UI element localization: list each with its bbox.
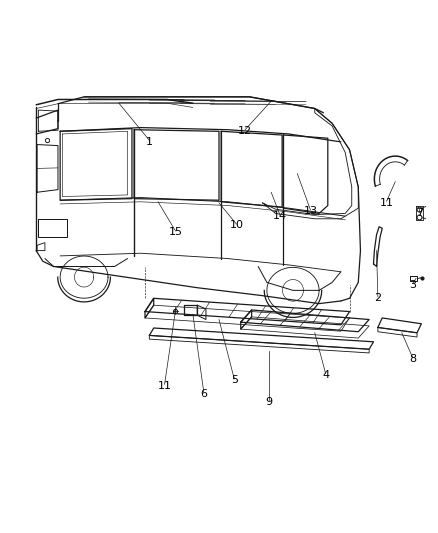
Text: 11: 11 bbox=[158, 381, 172, 391]
Text: 11: 11 bbox=[380, 198, 394, 208]
Text: 10: 10 bbox=[230, 220, 244, 230]
Text: 4: 4 bbox=[322, 370, 329, 380]
Text: 3: 3 bbox=[409, 280, 416, 290]
Text: 9: 9 bbox=[265, 397, 272, 407]
Text: 5: 5 bbox=[231, 375, 238, 385]
Text: 8: 8 bbox=[409, 354, 416, 364]
Text: 12: 12 bbox=[238, 126, 252, 136]
Text: 2: 2 bbox=[374, 293, 381, 303]
Text: 15: 15 bbox=[169, 227, 183, 237]
Text: 7: 7 bbox=[416, 208, 423, 219]
Text: 13: 13 bbox=[304, 206, 318, 216]
Text: 14: 14 bbox=[273, 211, 287, 221]
Text: 1: 1 bbox=[146, 137, 153, 147]
Text: 6: 6 bbox=[200, 389, 207, 399]
